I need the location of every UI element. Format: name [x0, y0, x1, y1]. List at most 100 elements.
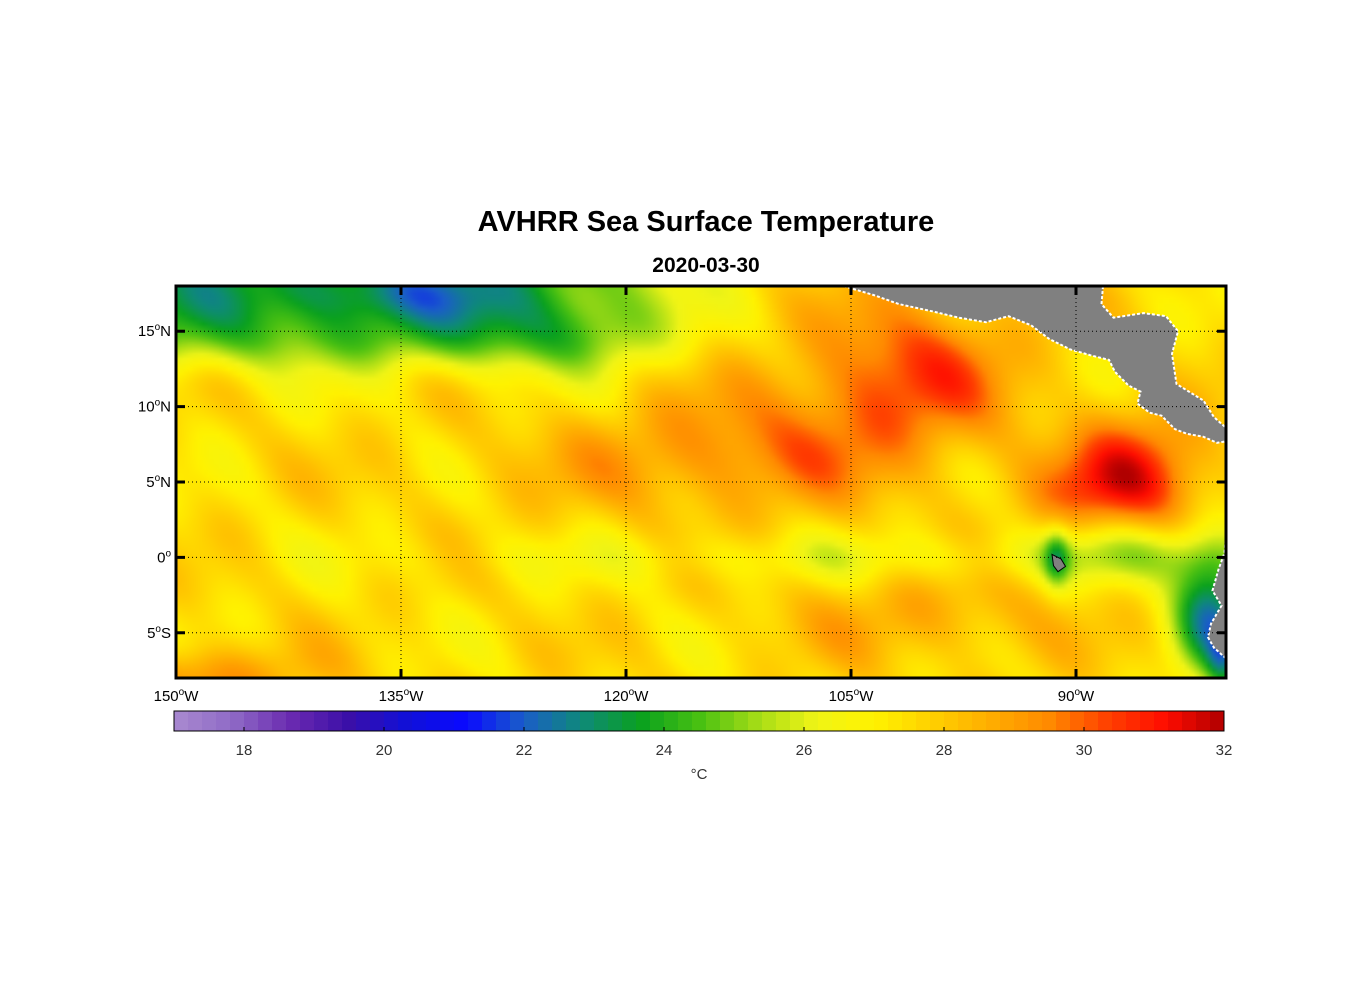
colorbar-segment — [902, 711, 917, 731]
colorbar-segment — [664, 711, 679, 731]
colorbar-segment — [510, 711, 525, 731]
map-axes: 150oW 135oW 120oW 105oW 90oW 15oN 10oN 5oN 0o 5oS — [138, 284, 1228, 705]
lat-tick-label: 5oN — [146, 473, 171, 491]
lat-tick-label: 0o — [157, 548, 171, 566]
colorbar-tick-label: 32 — [1216, 742, 1233, 759]
colorbar-segment — [468, 711, 483, 731]
colorbar-segment — [1014, 711, 1029, 731]
colorbar: 18 20 22 24 26 28 30 32 °C — [173, 710, 1233, 783]
colorbar-unit-label: °C — [691, 766, 708, 783]
colorbar-segment — [286, 711, 301, 731]
colorbar-segment — [874, 711, 889, 731]
colorbar-tick-label: 22 — [516, 742, 533, 759]
colorbar-segment — [244, 711, 259, 731]
lon-tick-label: 105oW — [829, 687, 875, 705]
lat-tick-label: 10oN — [138, 398, 171, 416]
colorbar-segment — [818, 711, 833, 731]
colorbar-frame — [173, 710, 1225, 732]
lat-tick-label: 5oS — [147, 624, 171, 642]
colorbar-segment — [1196, 711, 1211, 731]
colorbar-segment — [216, 711, 231, 731]
colorbar-segment — [524, 711, 539, 731]
colorbar-segment — [986, 711, 1001, 731]
colorbar-segment — [1210, 711, 1225, 731]
colorbar-tick-label: 26 — [796, 742, 813, 759]
colorbar-segment — [398, 711, 413, 731]
colorbar-segment — [692, 711, 707, 731]
colorbar-segment — [944, 711, 959, 731]
colorbar-segment — [1154, 711, 1169, 731]
colorbar-segment — [608, 711, 623, 731]
colorbar-segment — [1112, 711, 1127, 731]
colorbar-segment — [1000, 711, 1015, 731]
colorbar-segment — [678, 711, 693, 731]
colorbar-segment — [1168, 711, 1183, 731]
colorbar-tick-label: 24 — [656, 742, 673, 759]
colorbar-segment — [496, 711, 511, 731]
colorbar-tick-label: 30 — [1076, 742, 1093, 759]
colorbar-segment — [258, 711, 273, 731]
colorbar-segment — [580, 711, 595, 731]
colorbar-segment — [860, 711, 875, 731]
colorbar-segment — [188, 711, 203, 731]
colorbar-segment — [174, 711, 189, 731]
lon-tick-label: 90oW — [1058, 687, 1095, 705]
colorbar-segment — [1182, 711, 1197, 731]
colorbar-segment — [1126, 711, 1141, 731]
colorbar-segment — [734, 711, 749, 731]
colorbar-segment — [1028, 711, 1043, 731]
colorbar-segment — [706, 711, 721, 731]
colorbar-segment — [1140, 711, 1155, 731]
lon-tick-label: 135oW — [379, 687, 425, 705]
colorbar-segment — [776, 711, 791, 731]
colorbar-segment — [412, 711, 427, 731]
colorbar-segment — [804, 711, 819, 731]
colorbar-segment — [370, 711, 385, 731]
colorbar-segment — [622, 711, 637, 731]
colorbar-segment — [916, 711, 931, 731]
colorbar-segment — [566, 711, 581, 731]
colorbar-segment — [720, 711, 735, 731]
colorbar-segment — [328, 711, 343, 731]
figure-title: AVHRR Sea Surface Temperature — [477, 206, 935, 238]
colorbar-segment — [1084, 711, 1099, 731]
colorbar-segment — [762, 711, 777, 731]
colorbar-segment — [552, 711, 567, 731]
colorbar-segment — [636, 711, 651, 731]
colorbar-segment — [832, 711, 847, 731]
colorbar-segment — [846, 711, 861, 731]
colorbar-segment — [594, 711, 609, 731]
colorbar-segment — [650, 711, 665, 731]
colorbar-segment — [426, 711, 441, 731]
colorbar-segment — [748, 711, 763, 731]
colorbar-segment — [888, 711, 903, 731]
land-south-america — [1206, 534, 1227, 661]
colorbar-segment — [454, 711, 469, 731]
colorbar-segment — [1056, 711, 1071, 731]
colorbar-segment — [930, 711, 945, 731]
colorbar-segment — [958, 711, 973, 731]
colorbar-segment — [314, 711, 329, 731]
lat-tick-label: 15oN — [138, 322, 171, 340]
figure-subtitle: 2020-03-30 — [652, 254, 760, 277]
colorbar-tick-label: 18 — [236, 742, 253, 759]
colorbar-segment — [1070, 711, 1085, 731]
land-central-america — [843, 285, 1227, 444]
colorbar-segment — [1098, 711, 1113, 731]
colorbar-segment — [482, 711, 497, 731]
colorbar-tick-label: 20 — [376, 742, 393, 759]
colorbar-segment — [342, 711, 357, 731]
colorbar-segment — [384, 711, 399, 731]
colorbar-segment — [538, 711, 553, 731]
colorbar-segment — [1042, 711, 1057, 731]
lon-tick-label: 150oW — [154, 687, 200, 705]
colorbar-segment — [272, 711, 287, 731]
colorbar-segment — [356, 711, 371, 731]
lon-tick-label: 120oW — [604, 687, 650, 705]
colorbar-segment — [790, 711, 805, 731]
colorbar-tick-label: 28 — [936, 742, 953, 759]
colorbar-segment — [972, 711, 987, 731]
colorbar-segment — [300, 711, 315, 731]
